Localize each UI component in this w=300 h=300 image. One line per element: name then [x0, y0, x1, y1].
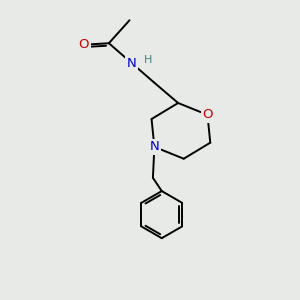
Text: O: O — [79, 38, 89, 51]
Text: N: N — [149, 140, 159, 153]
Text: O: O — [202, 108, 213, 121]
Text: H: H — [144, 55, 153, 65]
Text: N: N — [127, 57, 137, 70]
